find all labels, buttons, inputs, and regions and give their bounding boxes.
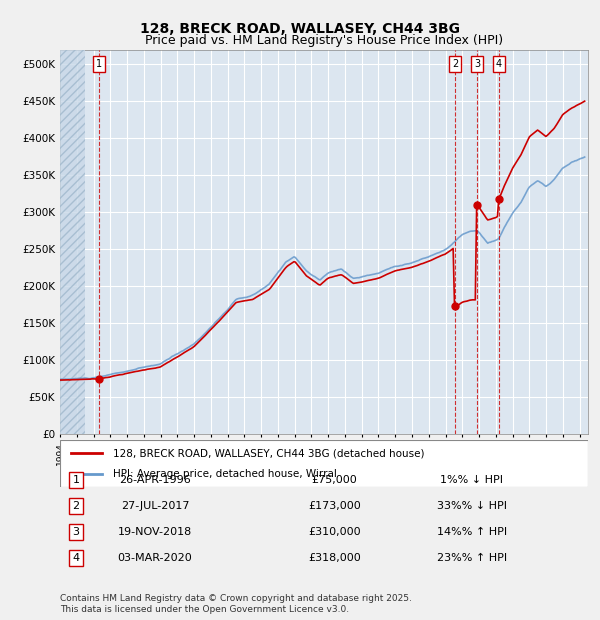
Text: 4: 4 [496, 60, 502, 69]
Text: 3: 3 [73, 527, 79, 537]
Text: £173,000: £173,000 [308, 501, 361, 511]
Text: £75,000: £75,000 [311, 475, 358, 485]
Text: 03-MAR-2020: 03-MAR-2020 [118, 553, 193, 563]
Text: 1: 1 [73, 475, 79, 485]
Text: 19-NOV-2018: 19-NOV-2018 [118, 527, 192, 537]
Title: Price paid vs. HM Land Registry's House Price Index (HPI): Price paid vs. HM Land Registry's House … [145, 34, 503, 47]
Text: Contains HM Land Registry data © Crown copyright and database right 2025.
This d: Contains HM Land Registry data © Crown c… [60, 595, 412, 614]
Text: 26-APR-1996: 26-APR-1996 [119, 475, 191, 485]
Text: 2: 2 [72, 501, 79, 511]
Text: 3: 3 [474, 60, 480, 69]
Text: 14%% ↑ HPI: 14%% ↑ HPI [437, 527, 507, 537]
Text: 27-JUL-2017: 27-JUL-2017 [121, 501, 189, 511]
FancyBboxPatch shape [60, 440, 588, 487]
Bar [60, 50, 85, 434]
Text: £318,000: £318,000 [308, 553, 361, 563]
Text: £310,000: £310,000 [308, 527, 361, 537]
Text: 2: 2 [452, 60, 458, 69]
Text: 4: 4 [72, 553, 79, 563]
Text: 33%% ↓ HPI: 33%% ↓ HPI [437, 501, 507, 511]
Text: 128, BRECK ROAD, WALLASEY, CH44 3BG: 128, BRECK ROAD, WALLASEY, CH44 3BG [140, 22, 460, 36]
Text: 23%% ↑ HPI: 23%% ↑ HPI [437, 553, 507, 563]
Text: 128, BRECK ROAD, WALLASEY, CH44 3BG (detached house): 128, BRECK ROAD, WALLASEY, CH44 3BG (det… [113, 448, 424, 458]
Text: 1: 1 [96, 60, 102, 69]
Text: 1%% ↓ HPI: 1%% ↓ HPI [440, 475, 503, 485]
Text: HPI: Average price, detached house, Wirral: HPI: Average price, detached house, Wirr… [113, 469, 337, 479]
